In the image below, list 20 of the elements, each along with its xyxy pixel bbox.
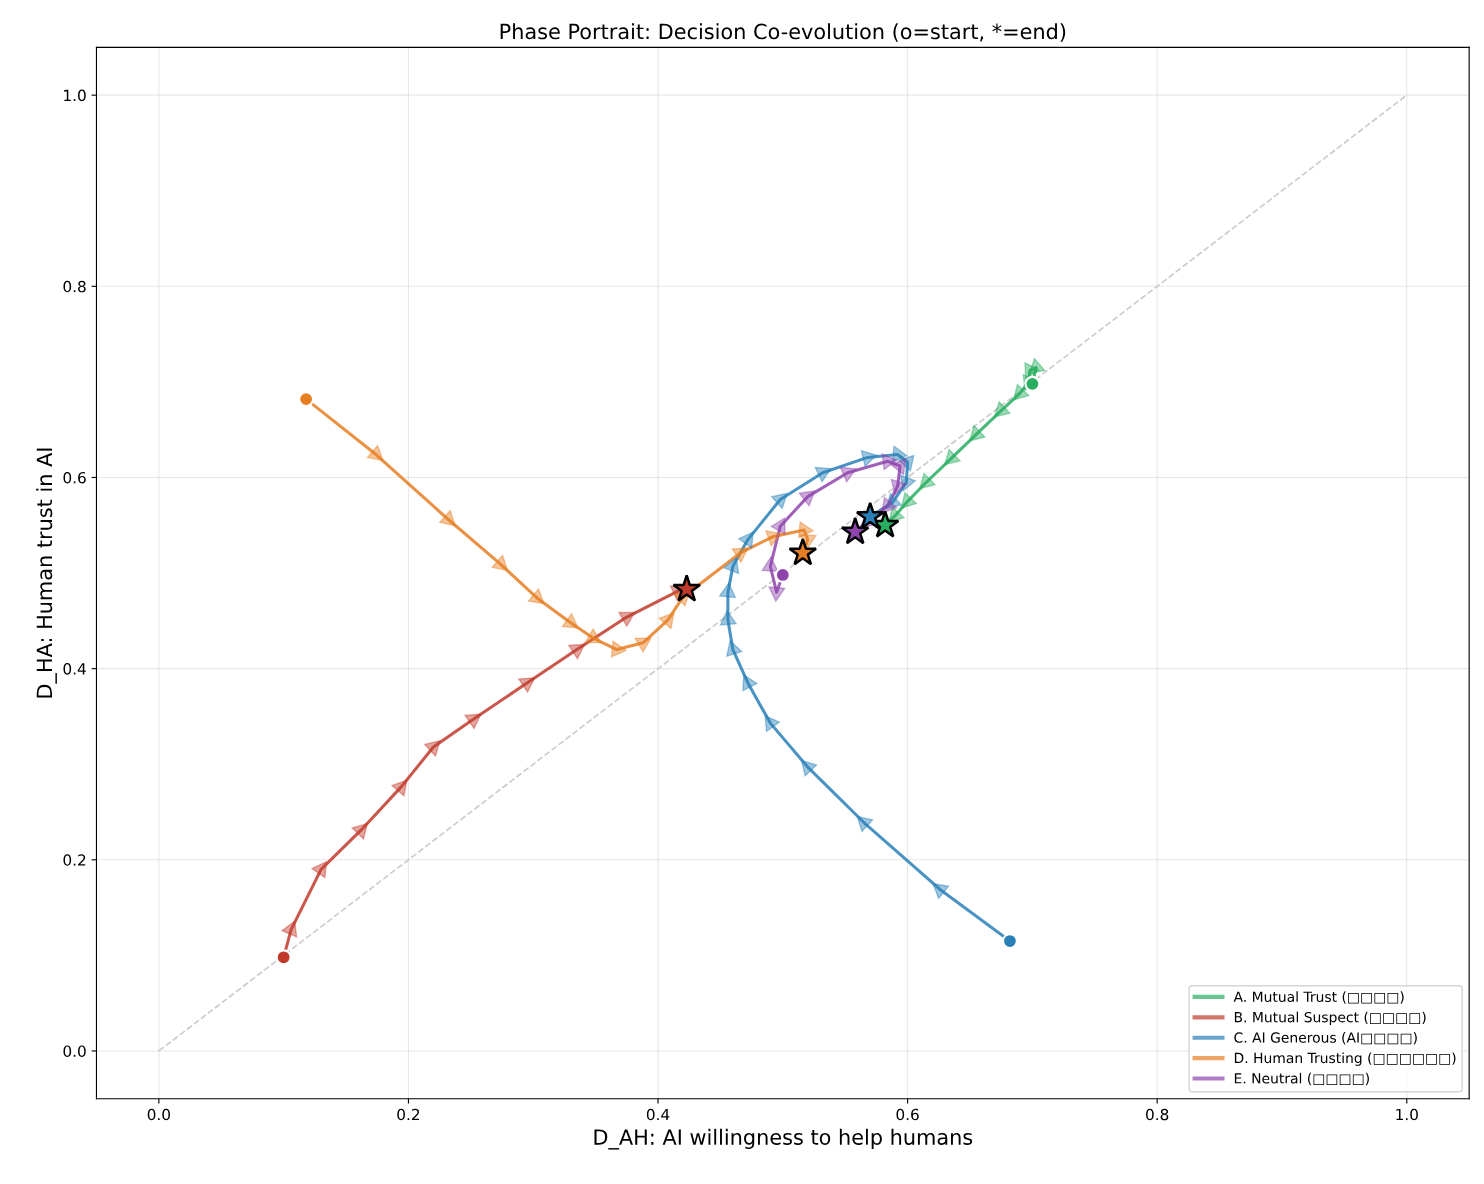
y-tick-label: 0.8 [63,280,86,293]
x-tick-label: 0.8 [1146,1108,1169,1121]
legend-label: E. Neutral (□□□□) [1234,1072,1369,1086]
legend-label: D. Human Trusting (□□□□□□) [1234,1052,1456,1066]
legend-label: C. AI Generous (AI□□□□) [1234,1032,1417,1045]
y-tick-label: 0.4 [63,663,86,675]
legend-label: B. Mutual Suspect (□□□□) [1234,1011,1426,1026]
y-tick-label: 0.6 [63,471,86,484]
chart-title: Phase Portrait: Decision Co-evolution (o=start, *=end) [500,23,1066,42]
y-tick-label: 1.0 [64,89,86,102]
y-axis-title: D_HA: Human trust in AI [36,448,57,698]
x-tick-label: 0.6 [896,1108,919,1121]
x-tick-label: 0.4 [646,1108,670,1121]
legend-label: A. Mutual Trust (□□□□) [1233,991,1404,1004]
x-axis-title: D_AH: AI willingness to help humans [594,1128,973,1150]
x-tick-label: 0.2 [397,1108,420,1121]
x-tick-label: 1.0 [1396,1108,1418,1121]
y-tick-label: 0.2 [63,854,86,866]
y-tick-label: 0.0 [63,1045,86,1057]
x-tick-label: 0.0 [147,1108,170,1121]
